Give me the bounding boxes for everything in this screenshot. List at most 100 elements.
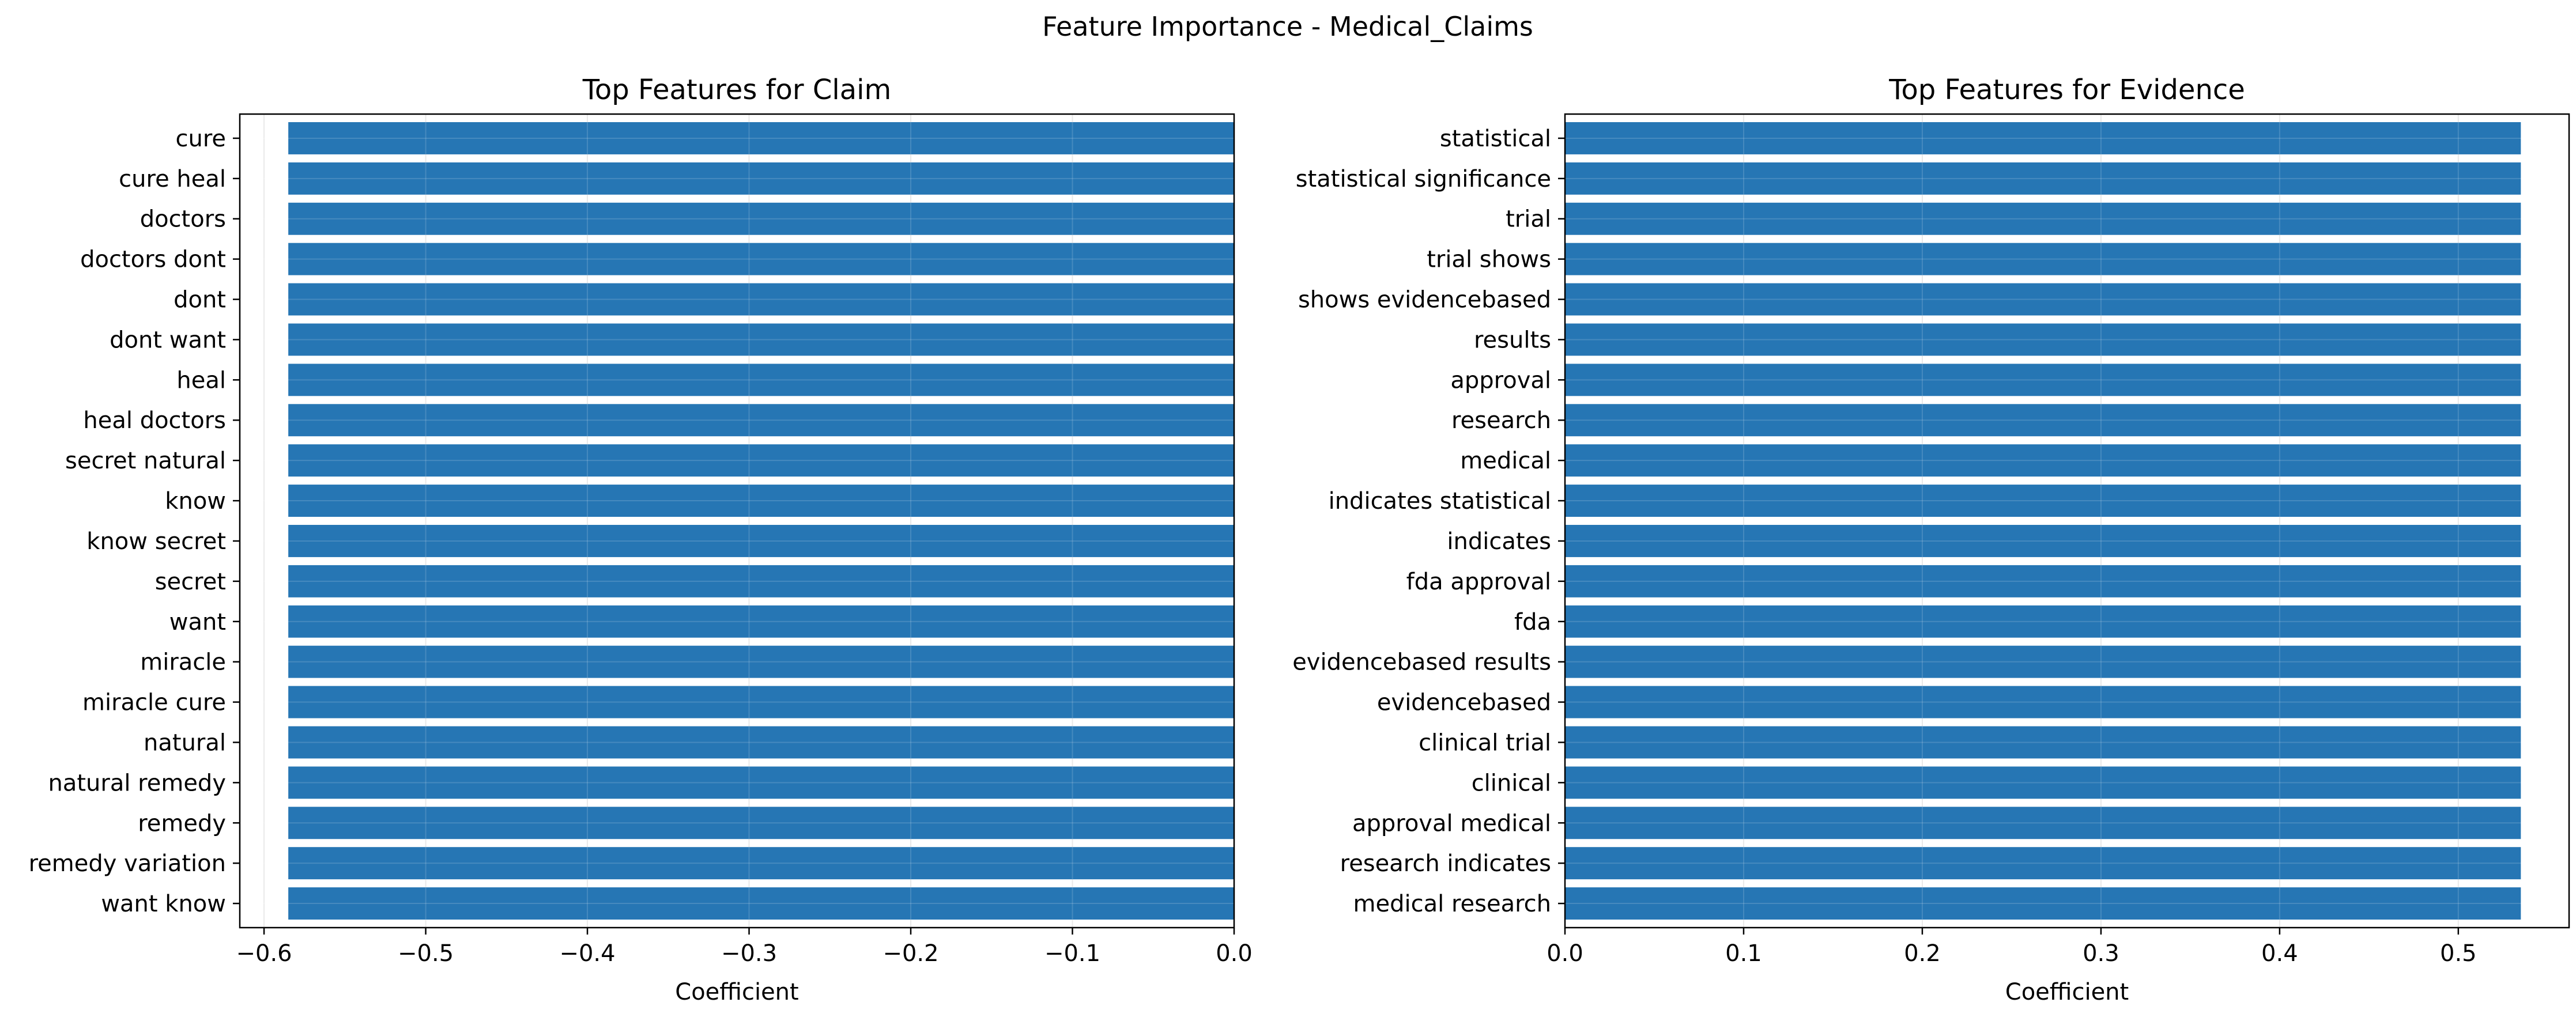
figure-title: Feature Importance - Medical_Claims bbox=[1042, 11, 1533, 42]
evidence-bar bbox=[1565, 122, 2521, 154]
claim-bar bbox=[288, 404, 1234, 437]
evidence-bar bbox=[1565, 162, 2521, 195]
claim-bar bbox=[288, 807, 1234, 839]
evidence-category-label: indicates statistical bbox=[1329, 488, 1551, 515]
claim-bar bbox=[288, 766, 1234, 799]
claim-category-label: know secret bbox=[86, 528, 226, 555]
evidence-bar bbox=[1565, 404, 2521, 437]
evidence-category-label: trial bbox=[1506, 206, 1551, 233]
evidence-bar bbox=[1565, 847, 2521, 880]
claim-chart-panel: cure cure heal doctors doctors dont dont dont… bbox=[29, 74, 1253, 1005]
claim-xtick-label: −0.4 bbox=[559, 940, 615, 967]
claim-bar bbox=[288, 162, 1234, 195]
evidence-chart-title: Top Features for Evidence bbox=[1888, 74, 2245, 106]
claim-category-label: know bbox=[165, 488, 226, 515]
evidence-bar bbox=[1565, 485, 2521, 517]
claim-bar bbox=[288, 887, 1234, 920]
claim-bar bbox=[288, 485, 1234, 517]
evidence-bar bbox=[1565, 605, 2521, 638]
evidence-x-axis-label: Coefficient bbox=[2005, 979, 2129, 1005]
evidence-xtick-label: 0.2 bbox=[1904, 940, 1941, 967]
evidence-bar bbox=[1565, 645, 2521, 678]
evidence-category-label: evidencebased bbox=[1377, 690, 1551, 716]
claim-category-label: natural bbox=[144, 729, 226, 756]
claim-category-label: remedy variation bbox=[29, 850, 226, 877]
claim-category-label: miracle cure bbox=[82, 690, 226, 716]
claim-bar bbox=[288, 686, 1234, 718]
evidence-category-label: research indicates bbox=[1340, 850, 1551, 877]
evidence-category-label: statistical significance bbox=[1296, 166, 1551, 192]
claim-category-label: heal doctors bbox=[83, 407, 226, 434]
claim-bar bbox=[288, 122, 1234, 154]
evidence-bar bbox=[1565, 686, 2521, 718]
evidence-category-label: clinical trial bbox=[1419, 729, 1551, 756]
evidence-axes-frame bbox=[1564, 113, 2570, 929]
claim-xtick-label: −0.5 bbox=[398, 940, 454, 967]
evidence-xtick-label: 0.5 bbox=[2440, 940, 2477, 967]
claim-chart-title: Top Features for Claim bbox=[582, 74, 892, 106]
evidence-bar bbox=[1565, 766, 2521, 799]
claim-bar bbox=[288, 565, 1234, 597]
claim-bar bbox=[288, 323, 1234, 356]
claim-bar bbox=[288, 243, 1234, 275]
evidence-category-label: indicates bbox=[1447, 528, 1551, 555]
claim-xtick-label: −0.1 bbox=[1044, 940, 1100, 967]
claim-bar bbox=[288, 283, 1234, 316]
claim-bar bbox=[288, 645, 1234, 678]
evidence-category-label: medical research bbox=[1353, 891, 1551, 917]
evidence-xtick-label: 0.3 bbox=[2083, 940, 2119, 967]
claim-category-label: remedy bbox=[138, 810, 226, 837]
evidence-category-label: clinical bbox=[1472, 770, 1551, 796]
claim-category-label: cure bbox=[175, 126, 226, 152]
claim-category-label: miracle bbox=[140, 649, 226, 676]
claim-xtick-label: −0.2 bbox=[882, 940, 938, 967]
claim-bar bbox=[288, 847, 1234, 880]
evidence-bar bbox=[1565, 202, 2521, 235]
evidence-bar bbox=[1565, 444, 2521, 477]
evidence-bar bbox=[1565, 283, 2521, 316]
claim-bar bbox=[288, 726, 1234, 759]
evidence-category-label: shows evidencebased bbox=[1298, 287, 1551, 313]
claim-axes-frame bbox=[239, 113, 1235, 929]
evidence-bar bbox=[1565, 887, 2521, 920]
evidence-category-label: approval medical bbox=[1352, 810, 1551, 837]
evidence-category-label: fda bbox=[1514, 609, 1551, 636]
claim-category-label: doctors dont bbox=[80, 247, 226, 273]
evidence-bar bbox=[1565, 524, 2521, 557]
evidence-xtick-label: 0.0 bbox=[1547, 940, 1583, 967]
claim-plot-area bbox=[240, 114, 1234, 928]
claim-bar bbox=[288, 202, 1234, 235]
claim-category-label: dont bbox=[174, 287, 226, 313]
claim-category-label: doctors bbox=[140, 206, 226, 233]
evidence-category-label: results bbox=[1474, 327, 1551, 353]
claim-category-label: secret natural bbox=[65, 448, 226, 474]
evidence-bar bbox=[1565, 726, 2521, 759]
evidence-category-label: fda approval bbox=[1406, 569, 1551, 595]
claim-category-label: dont want bbox=[110, 327, 226, 353]
claim-category-label: heal bbox=[176, 367, 226, 394]
evidence-bar bbox=[1565, 323, 2521, 356]
evidence-category-label: research bbox=[1451, 407, 1551, 434]
claim-bar bbox=[288, 364, 1234, 396]
evidence-bar bbox=[1565, 565, 2521, 597]
evidence-plot-area bbox=[1565, 114, 2569, 928]
evidence-bar bbox=[1565, 243, 2521, 275]
evidence-bar bbox=[1565, 807, 2521, 839]
evidence-chart-panel: statistical statistical significance trial… bbox=[1292, 74, 2570, 1005]
evidence-category-label: trial shows bbox=[1427, 247, 1551, 273]
claim-category-label: cure heal bbox=[119, 166, 226, 192]
claim-category-label: secret bbox=[155, 569, 226, 595]
evidence-category-label: approval bbox=[1450, 367, 1551, 394]
evidence-bar bbox=[1565, 364, 2521, 396]
evidence-category-label: evidencebased results bbox=[1292, 649, 1551, 676]
claim-xtick-label: 0.0 bbox=[1216, 940, 1253, 967]
evidence-xtick-label: 0.4 bbox=[2261, 940, 2298, 967]
evidence-category-label: statistical bbox=[1440, 126, 1551, 152]
claim-category-label: want know bbox=[101, 891, 226, 917]
claim-bar bbox=[288, 524, 1234, 557]
evidence-xtick-label: 0.1 bbox=[1725, 940, 1762, 967]
evidence-category-label: medical bbox=[1460, 448, 1551, 474]
claim-x-axis-label: Coefficient bbox=[675, 979, 798, 1005]
claim-category-label: natural remedy bbox=[48, 770, 227, 796]
claim-bar bbox=[288, 605, 1234, 638]
